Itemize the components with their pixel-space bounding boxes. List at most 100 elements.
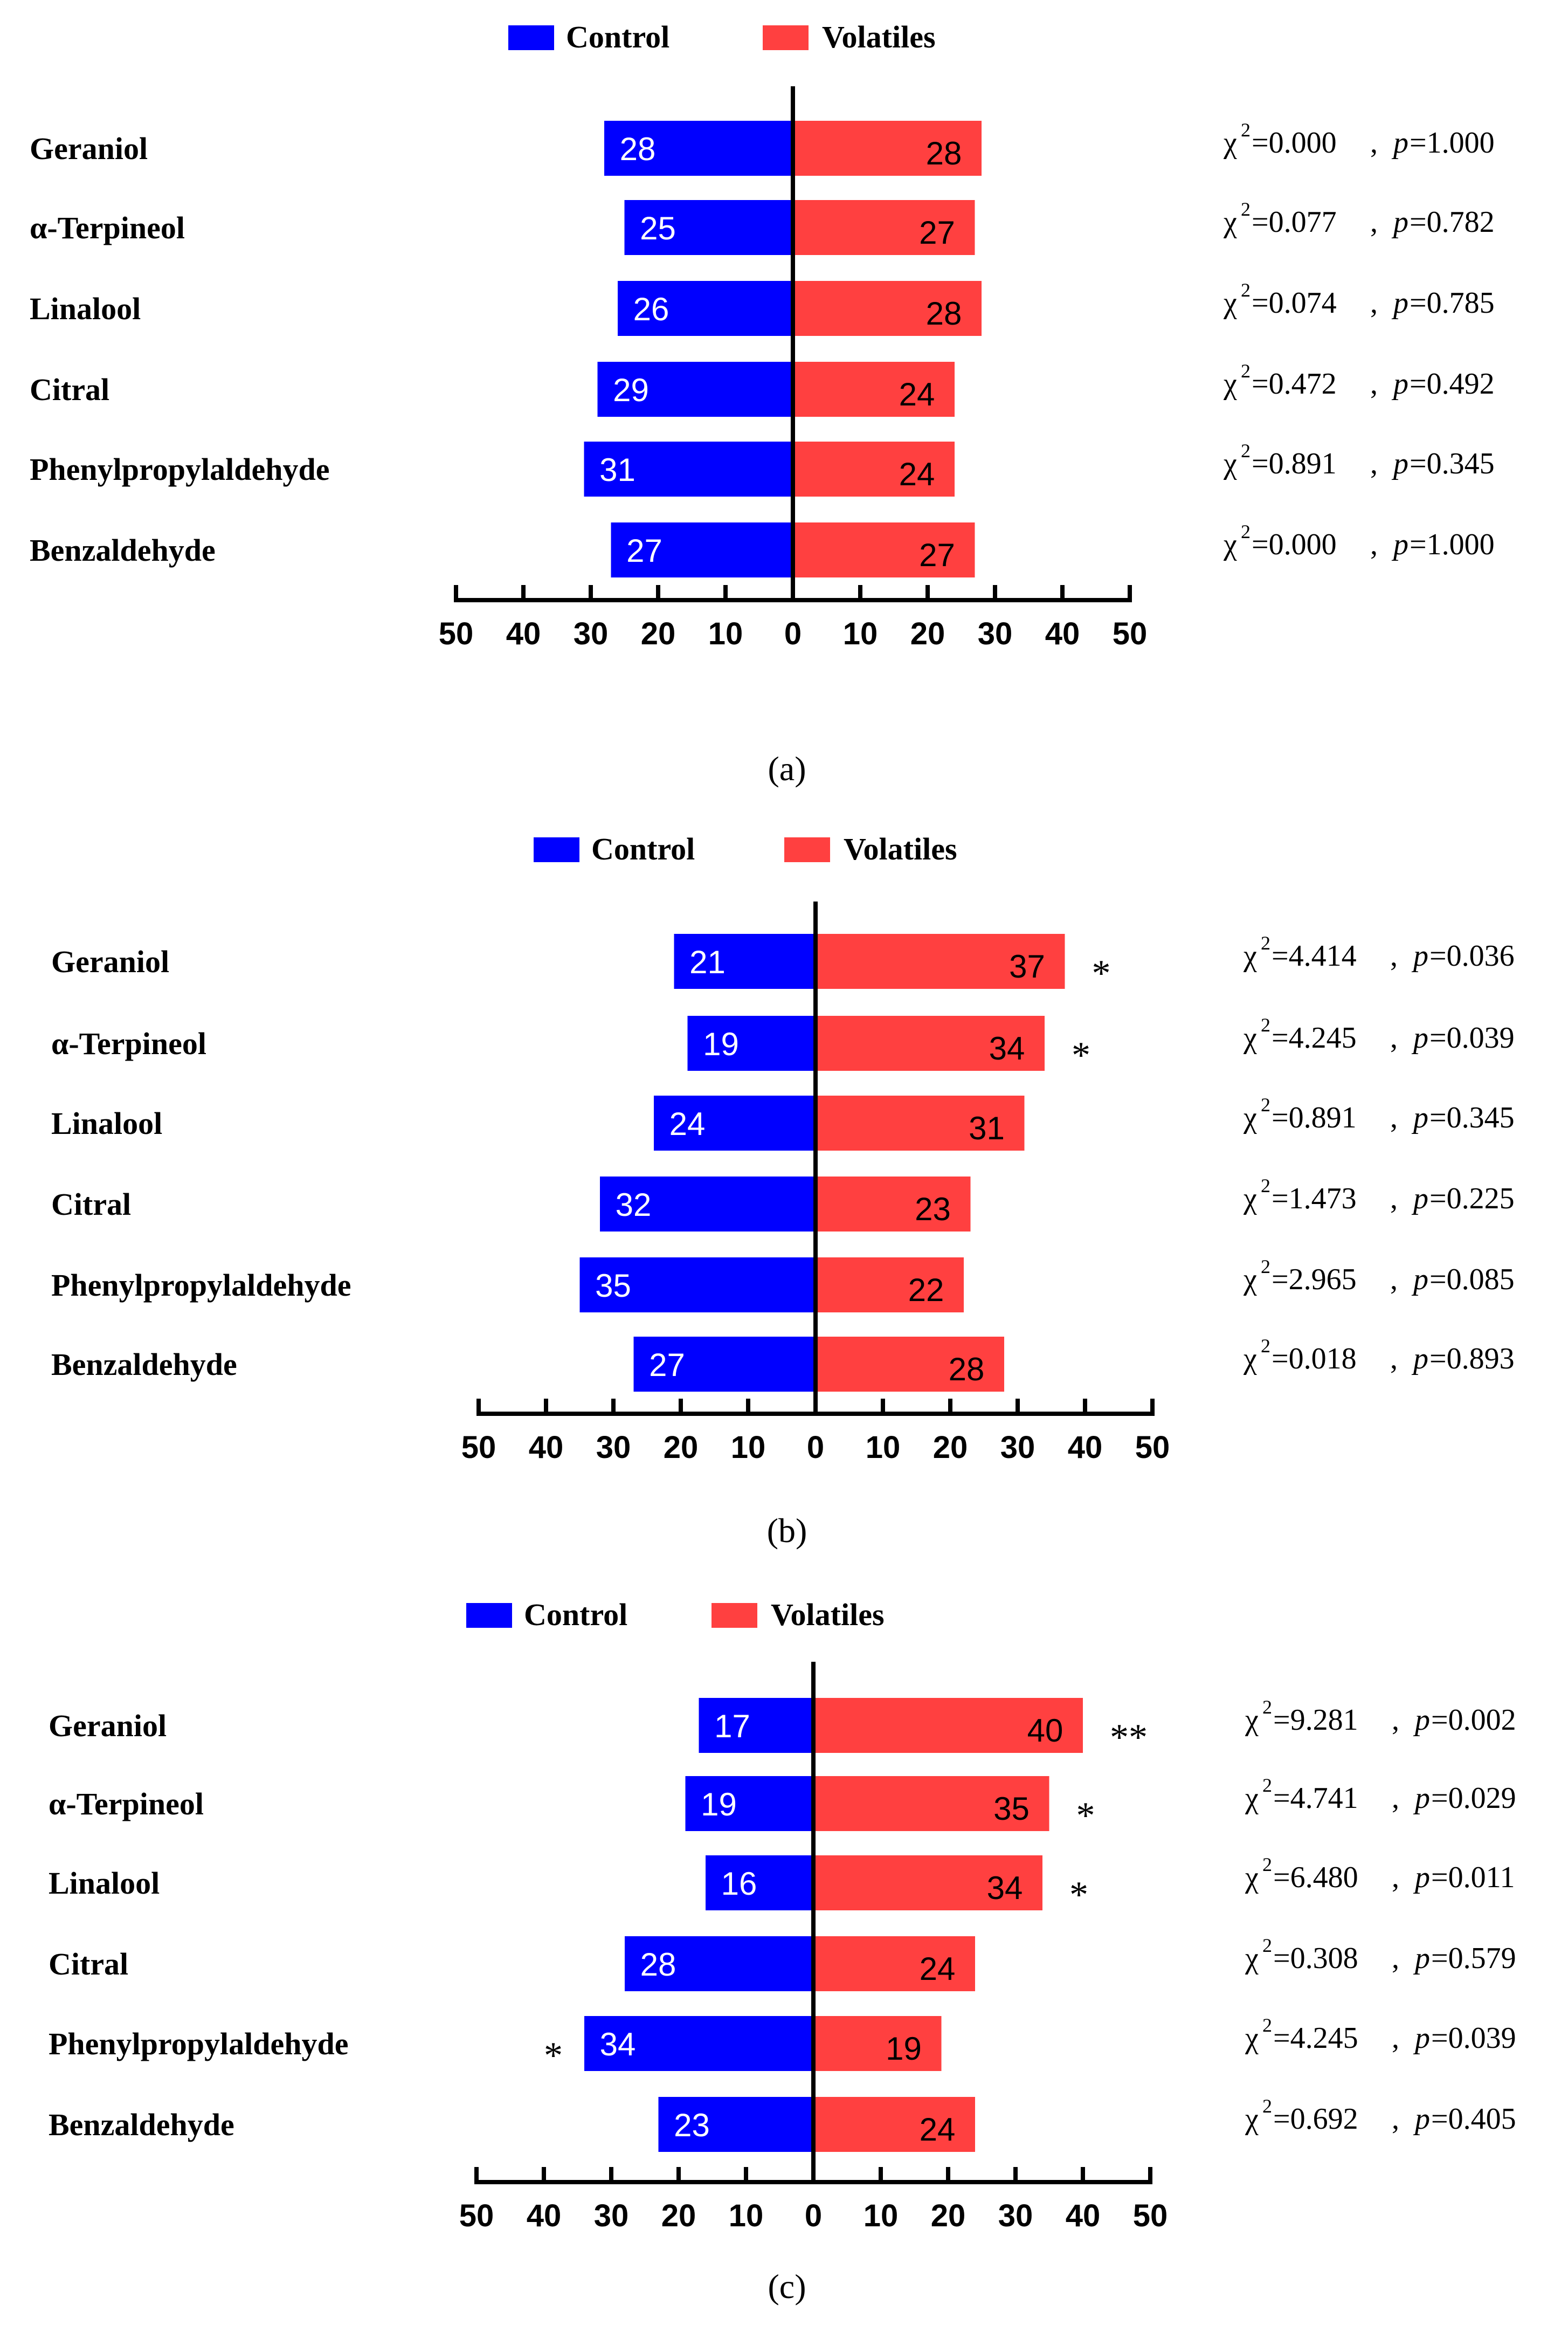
p-symbol: p [1411, 1021, 1428, 1055]
bar-control [699, 1698, 813, 1753]
legend: Control Volatiles [534, 831, 957, 866]
bar-volatiles [816, 1337, 1004, 1392]
x-tick-label: 20 [931, 2198, 966, 2233]
bar-control [706, 1855, 813, 1910]
bar-control [584, 2016, 813, 2071]
category-label: Phenylpropylaldehyde [30, 452, 330, 487]
panel-label: (a) [768, 749, 806, 788]
data-label-volatiles: 31 [969, 1110, 1005, 1146]
stat-separator: , [1370, 205, 1378, 239]
stat-annotation: χ 2 =0.074, p =0.785 [1223, 279, 1495, 320]
x-tick-label: 40 [506, 616, 541, 651]
p-value: =0.893 [1429, 1342, 1515, 1375]
x-tick-label: 30 [998, 2198, 1033, 2233]
p-symbol: p [1411, 1342, 1428, 1375]
bar-control [685, 1776, 813, 1831]
legend: Control Volatiles [466, 1597, 885, 1632]
chi-superscript: 2 [1262, 1774, 1272, 1796]
category-label: Phenylpropylaldehyde [51, 1268, 351, 1303]
p-symbol: p [1391, 528, 1408, 561]
p-symbol: p [1391, 367, 1408, 401]
category-label: Phenylpropylaldehyde [49, 2026, 349, 2061]
x-tick-label: 50 [1113, 616, 1148, 651]
bar-control [584, 442, 793, 497]
significance-marker-volatiles: ** [1110, 1717, 1148, 1758]
legend-swatch-control [466, 1603, 512, 1628]
stat-separator: , [1390, 1101, 1398, 1134]
chi-symbol: χ [1245, 1781, 1259, 1815]
p-symbol: p [1391, 126, 1408, 160]
bar-volatiles [816, 1177, 971, 1232]
chi-symbol: χ [1243, 1263, 1257, 1296]
p-value: =0.039 [1429, 1021, 1515, 1055]
bar-volatiles [816, 1257, 964, 1312]
stat-annotation: χ 2 =2.965, p =0.085 [1243, 1256, 1515, 1296]
chi-superscript: 2 [1241, 119, 1251, 141]
chi-symbol: χ [1245, 2021, 1259, 2055]
x-tick-label: 10 [843, 616, 878, 651]
data-label-volatiles: 24 [899, 456, 935, 492]
bar-volatiles [816, 1016, 1045, 1071]
chi-symbol: χ [1223, 367, 1237, 401]
bar-control [600, 1177, 816, 1232]
chi-superscript: 2 [1262, 1935, 1272, 1956]
p-value: =0.011 [1431, 1861, 1515, 1894]
x-tick-label: 50 [461, 1430, 496, 1465]
x-tick-label: 10 [864, 2198, 899, 2233]
stat-separator: , [1392, 1861, 1399, 1894]
chi-symbol: χ [1243, 1101, 1257, 1134]
panel-label: (b) [767, 1511, 807, 1550]
data-label-volatiles: 22 [908, 1272, 944, 1308]
data-label-control: 17 [714, 1708, 750, 1744]
chi2-value: =4.741 [1273, 1781, 1358, 1815]
bar-volatiles [793, 362, 955, 417]
stat-annotation: χ 2 =4.741, p =0.029 [1245, 1774, 1516, 1815]
stat-separator: , [1370, 286, 1378, 320]
data-label-volatiles: 24 [899, 376, 935, 412]
significance-marker-volatiles: * [1076, 1795, 1095, 1836]
data-label-control: 25 [640, 210, 676, 246]
bar-control [658, 2097, 813, 2152]
data-label-volatiles: 23 [915, 1191, 951, 1227]
chi-superscript: 2 [1262, 2014, 1272, 2036]
bar-volatiles [813, 2097, 975, 2152]
data-label-volatiles: 34 [987, 1870, 1023, 1906]
category-label: Citral [30, 372, 109, 407]
data-label-volatiles: 40 [1027, 1712, 1063, 1749]
p-value: =0.492 [1410, 367, 1495, 401]
p-symbol: p [1413, 2021, 1430, 2055]
bar-volatiles [793, 522, 975, 577]
stat-separator: , [1370, 447, 1378, 480]
chi-symbol: χ [1223, 447, 1237, 480]
chi-superscript: 2 [1261, 932, 1270, 954]
stat-annotation: χ 2 =0.000, p =1.000 [1223, 119, 1495, 160]
p-symbol: p [1413, 1861, 1430, 1894]
category-label: Benzaldehyde [49, 2107, 234, 2142]
stat-annotation: χ 2 =9.281, p =0.002 [1245, 1696, 1516, 1737]
chi-superscript: 2 [1261, 1014, 1270, 1036]
chi-superscript: 2 [1241, 279, 1251, 301]
data-label-control: 29 [613, 372, 649, 408]
data-label-control: 27 [649, 1347, 685, 1383]
stat-separator: , [1370, 126, 1378, 160]
data-label-volatiles: 28 [926, 135, 962, 171]
legend: Control Volatiles [508, 19, 936, 54]
legend-swatch-volatiles [784, 837, 830, 862]
data-label-volatiles: 28 [926, 295, 962, 332]
chi-superscript: 2 [1241, 521, 1251, 542]
category-label: Geraniol [51, 944, 169, 979]
x-tick-label: 10 [708, 616, 743, 651]
chi-superscript: 2 [1262, 1854, 1272, 1875]
bar-volatiles [813, 1776, 1049, 1831]
bar-control [654, 1096, 816, 1151]
chi2-value: =4.414 [1272, 939, 1357, 973]
p-value: =0.345 [1429, 1101, 1515, 1134]
p-symbol: p [1411, 1263, 1428, 1296]
stat-annotation: χ 2 =0.891, p =0.345 [1243, 1094, 1515, 1134]
stat-separator: , [1390, 1342, 1398, 1375]
category-label: α-Terpineol [51, 1026, 206, 1061]
x-tick-label: 0 [807, 1430, 824, 1465]
